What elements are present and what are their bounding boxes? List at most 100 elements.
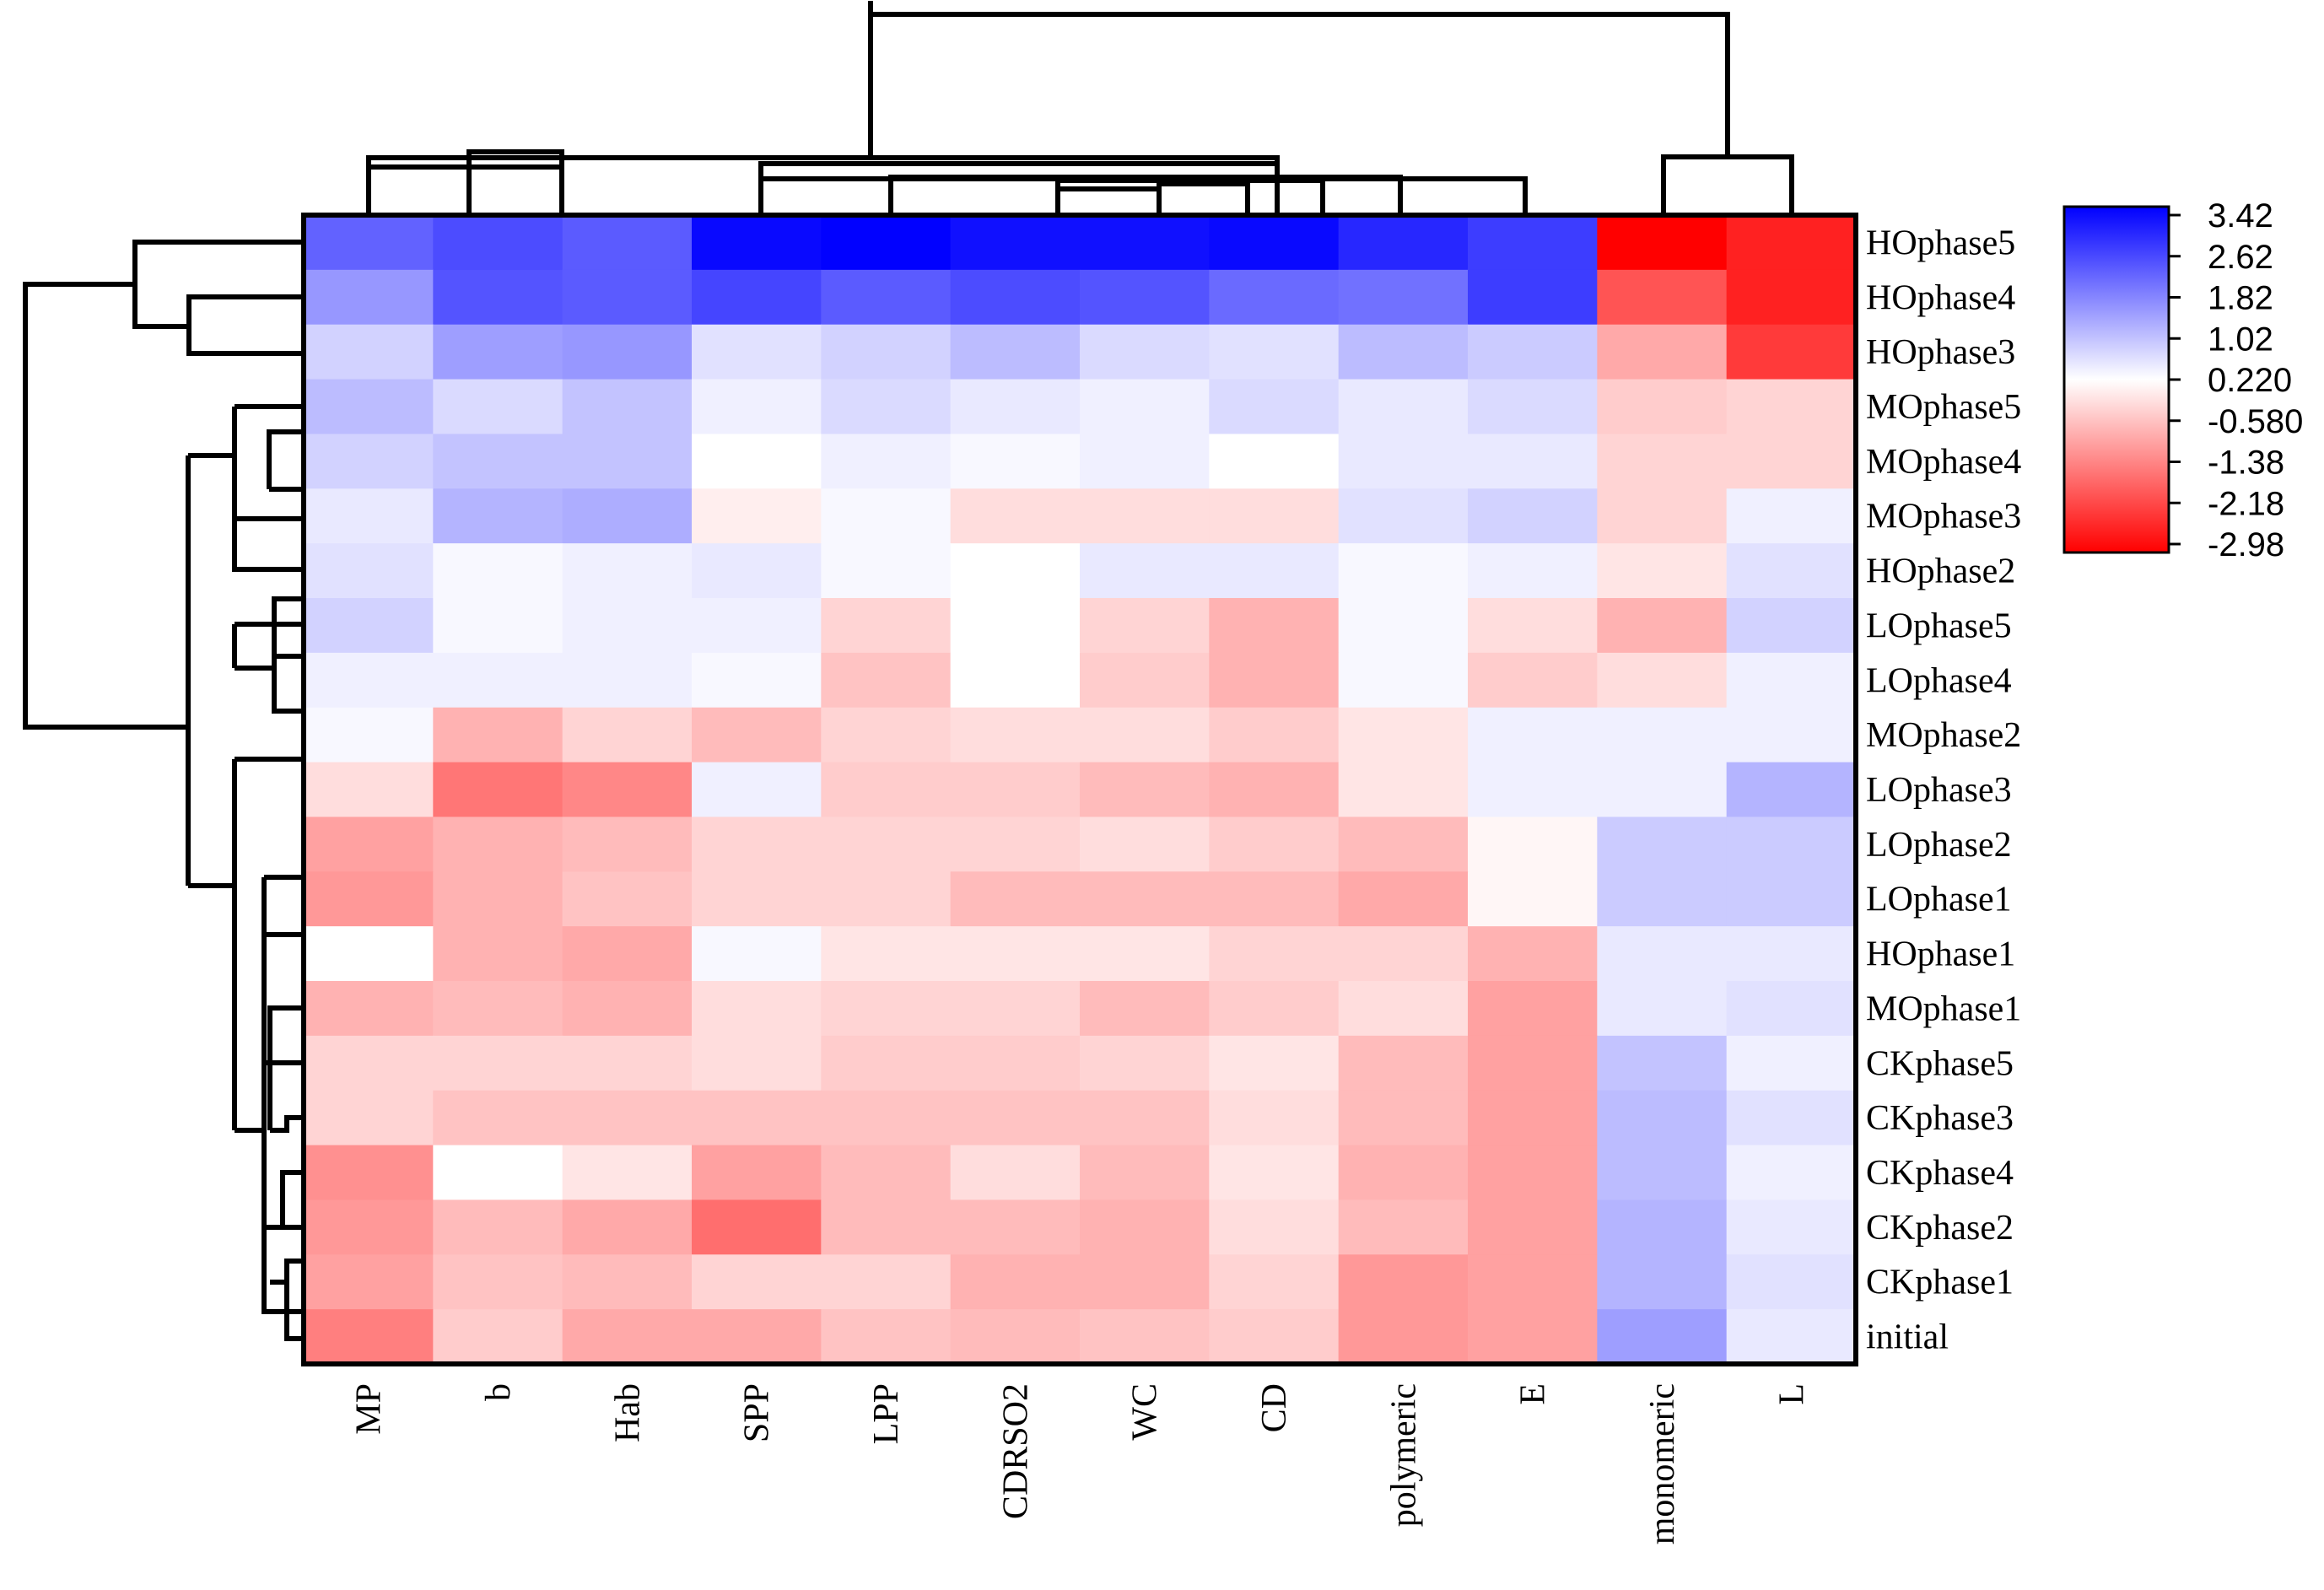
heatmap-cell — [304, 1309, 434, 1365]
heatmap-cell — [821, 1254, 952, 1310]
heatmap-cell — [304, 269, 434, 326]
heatmap-cell — [692, 1199, 822, 1255]
heatmap-cell — [1726, 543, 1857, 599]
heatmap-cell — [562, 817, 693, 872]
heatmap-cell — [1726, 817, 1857, 872]
heatmap-cell — [1209, 598, 1340, 654]
heatmap-cell — [1209, 379, 1340, 435]
heatmap-cell — [1209, 652, 1340, 709]
heatmap-cell — [433, 324, 563, 380]
legend-tick-label: 2.62 — [2208, 239, 2273, 276]
heatmap-cell — [1209, 434, 1340, 489]
heatmap-cell — [1468, 1145, 1598, 1201]
heatmap-cell — [1338, 1145, 1469, 1201]
heatmap-cell — [950, 1199, 1081, 1255]
heatmap-cell — [304, 817, 434, 872]
legend-tick-label: -2.98 — [2208, 526, 2284, 563]
heatmap-cell — [433, 817, 563, 872]
heatmap-cell — [1597, 1199, 1728, 1255]
heatmap-cell — [1726, 215, 1857, 271]
heatmap-cell — [692, 871, 822, 927]
heatmap-cell — [1726, 324, 1857, 380]
heatmap-cell — [1338, 215, 1469, 271]
heatmap-cell — [304, 926, 434, 982]
heatmap-cell — [562, 324, 693, 380]
heatmap-cell — [1209, 1309, 1340, 1365]
heatmap-cell — [433, 707, 563, 763]
column-label: b — [479, 1383, 518, 1401]
heatmap-cell — [304, 871, 434, 927]
heatmap-cell — [950, 1309, 1081, 1365]
heatmap-cell — [1209, 871, 1340, 927]
heatmap-cell — [1597, 324, 1728, 380]
column-label: WC — [1126, 1383, 1165, 1441]
heatmap-cell — [1468, 1309, 1598, 1365]
heatmap-cell — [1080, 871, 1210, 927]
heatmap-cell — [692, 1309, 822, 1365]
heatmap-cell — [1597, 1035, 1728, 1091]
heatmap-cell — [1209, 762, 1340, 818]
heatmap-cell — [950, 871, 1081, 927]
heatmap-cell — [433, 215, 563, 271]
heatmap-cell — [304, 434, 434, 489]
heatmap-cell — [692, 1090, 822, 1146]
heatmap-cell — [304, 543, 434, 599]
heatmap-cell — [821, 269, 952, 326]
heatmap-cell — [821, 488, 952, 544]
heatmap-cell — [1209, 817, 1340, 872]
row-label: initial — [1866, 1318, 1949, 1357]
row-label: HOphase1 — [1866, 935, 2015, 974]
heatmap-cell — [692, 379, 822, 435]
heatmap-cell — [692, 981, 822, 1037]
heatmap-cell — [1080, 817, 1210, 872]
heatmap-cell — [562, 1145, 693, 1201]
heatmap-cell — [821, 1309, 952, 1365]
heatmap-cell — [1080, 379, 1210, 435]
column-dendrogram — [366, 1, 1794, 214]
heatmap-cell — [692, 215, 822, 271]
heatmap-cell — [304, 324, 434, 380]
row-label: CKphase4 — [1866, 1154, 2014, 1193]
heatmap-cell — [1468, 871, 1598, 927]
heatmap-cell — [950, 1254, 1081, 1310]
heatmap-cell — [562, 434, 693, 489]
heatmap-cell — [562, 871, 693, 927]
heatmap-cell — [1597, 1254, 1728, 1310]
heatmap-cell — [1338, 1309, 1469, 1365]
heatmap-cell — [1468, 762, 1598, 818]
column-label: CDRSO2 — [996, 1383, 1035, 1519]
heatmap-cell — [562, 926, 693, 982]
heatmap-cell — [562, 488, 693, 544]
heatmap-cell — [1338, 488, 1469, 544]
row-label: HOphase5 — [1866, 224, 2015, 262]
heatmap-cell — [821, 1090, 952, 1146]
heatmap-cell — [1726, 434, 1857, 489]
heatmap-cell — [1468, 926, 1598, 982]
heatmap-cell — [950, 926, 1081, 982]
heatmap-cell — [1726, 1309, 1857, 1365]
heatmap-cell — [433, 1199, 563, 1255]
heatmap-cell — [1468, 652, 1598, 709]
heatmap-cell — [1209, 1145, 1340, 1201]
heatmap-cell — [1597, 981, 1728, 1037]
row-label: LOphase5 — [1866, 606, 2012, 645]
legend-tick-label: -1.38 — [2208, 445, 2284, 482]
heatmap-cell — [1597, 543, 1728, 599]
row-label: LOphase3 — [1866, 771, 2012, 810]
heatmap-cell — [433, 488, 563, 544]
heatmap-cell — [692, 1145, 822, 1201]
heatmap-cell — [1468, 981, 1598, 1037]
heatmap-cell — [1726, 707, 1857, 763]
heatmap-cell — [1338, 1199, 1469, 1255]
heatmap-cell — [1468, 598, 1598, 654]
heatmap-cell — [304, 379, 434, 435]
heatmap-cell — [1468, 488, 1598, 544]
row-label: HOphase4 — [1866, 278, 2015, 317]
row-label: MOphase4 — [1866, 443, 2021, 482]
heatmap-cell — [1338, 1090, 1469, 1146]
heatmap-cell — [1338, 817, 1469, 872]
heatmap-cell — [433, 269, 563, 326]
heatmap-cell — [1338, 762, 1469, 818]
heatmap-cell — [1080, 652, 1210, 709]
